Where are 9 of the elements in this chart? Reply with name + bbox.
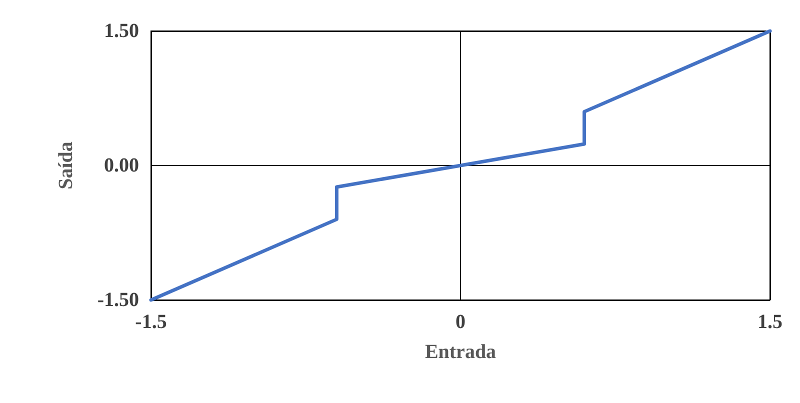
y-axis-title: Saída <box>55 142 77 190</box>
x-tick-label: 1.5 <box>758 311 782 333</box>
y-tick-label: 1.50 <box>104 20 139 42</box>
y-tick-label: -1.50 <box>97 289 139 311</box>
line-series <box>149 29 772 302</box>
x-tick-label: -1.5 <box>135 311 167 333</box>
y-tick-label: 0.00 <box>104 154 139 176</box>
x-tick-label: 0 <box>456 311 466 333</box>
x-axis-title: Entrada <box>424 341 496 363</box>
